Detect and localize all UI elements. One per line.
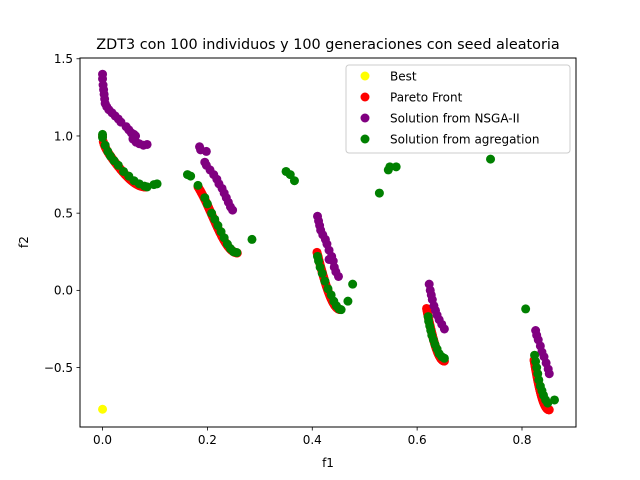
legend-label: Solution from NSGA-II — [390, 111, 520, 125]
agregation-solution-point — [374, 188, 384, 198]
axis-ticks: 0.0 0.2 0.4 0.6 0.8 −0.5 0.0 0.5 1.0 1.5 — [44, 52, 532, 447]
x-tick-label: 0.2 — [198, 433, 217, 447]
y-tick-label: 1.0 — [54, 129, 73, 143]
x-tick-label: 0.6 — [408, 433, 427, 447]
agregation-solution-point — [98, 133, 108, 143]
nsga2-solution-point — [439, 324, 449, 334]
nsga2-solution-point — [544, 369, 554, 379]
agregation-solution-point — [113, 160, 123, 170]
agregation-solution-point — [320, 276, 330, 286]
chart-title: ZDT3 con 100 individuos y 100 generacion… — [96, 37, 559, 53]
agregation-solution-point — [336, 305, 346, 315]
agregation-solution-point — [486, 154, 496, 164]
y-tick-label: −0.5 — [44, 361, 73, 375]
agregation-solution-point — [317, 268, 327, 278]
nsga2-solution-point — [333, 271, 343, 281]
legend: Best Pareto Front Solution from NSGA-II Sol… — [345, 64, 571, 154]
legend-label: Pareto Front — [390, 90, 463, 104]
legend-label: Best — [390, 69, 417, 83]
agregation-solution-point — [289, 176, 299, 186]
legend-marker — [360, 113, 370, 123]
nsga2-solution-point — [142, 139, 152, 149]
agregation-solution-point — [142, 182, 152, 192]
agregation-solution-point — [439, 353, 449, 363]
y-tick-label: 0.0 — [54, 284, 73, 298]
agregation-solution-point — [232, 248, 242, 258]
legend-marker — [360, 71, 370, 81]
y-tick-label: 1.5 — [54, 52, 73, 66]
legend-marker — [360, 92, 370, 102]
legend-marker — [360, 134, 370, 144]
legend-label: Solution from agregation — [390, 132, 539, 146]
agregation-solution-point — [385, 162, 395, 172]
agregation-solution-point — [550, 395, 560, 405]
x-tick-label: 0.8 — [512, 433, 531, 447]
plot-area — [98, 69, 560, 415]
agregation-solution-point — [186, 171, 196, 181]
legend-box — [345, 64, 571, 154]
x-tick-label: 0.0 — [93, 433, 112, 447]
agregation-solution-point — [543, 398, 553, 408]
agregation-solution-point — [343, 296, 353, 306]
nsga2-solution-point — [201, 146, 211, 156]
x-axis-label: f1 — [322, 456, 334, 470]
y-tick-label: 0.5 — [54, 206, 73, 220]
best-point — [98, 404, 108, 414]
agregation-solution-point — [521, 304, 531, 314]
agregation-solution-point — [348, 279, 358, 289]
agregation-solution-point — [152, 179, 162, 189]
x-tick-label: 0.4 — [303, 433, 322, 447]
nsga2-solution-point — [228, 205, 238, 215]
agregation-solution-point — [202, 199, 212, 209]
axes-frame — [79, 57, 577, 428]
agregation-solution-point — [193, 180, 203, 190]
agregation-solution-point — [247, 234, 257, 244]
y-axis-label: f2 — [17, 236, 31, 248]
agregation-solution-point — [391, 162, 401, 172]
